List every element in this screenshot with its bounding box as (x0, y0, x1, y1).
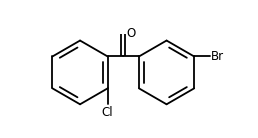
Text: Cl: Cl (102, 106, 114, 119)
Text: O: O (127, 27, 136, 40)
Text: Br: Br (211, 50, 224, 63)
